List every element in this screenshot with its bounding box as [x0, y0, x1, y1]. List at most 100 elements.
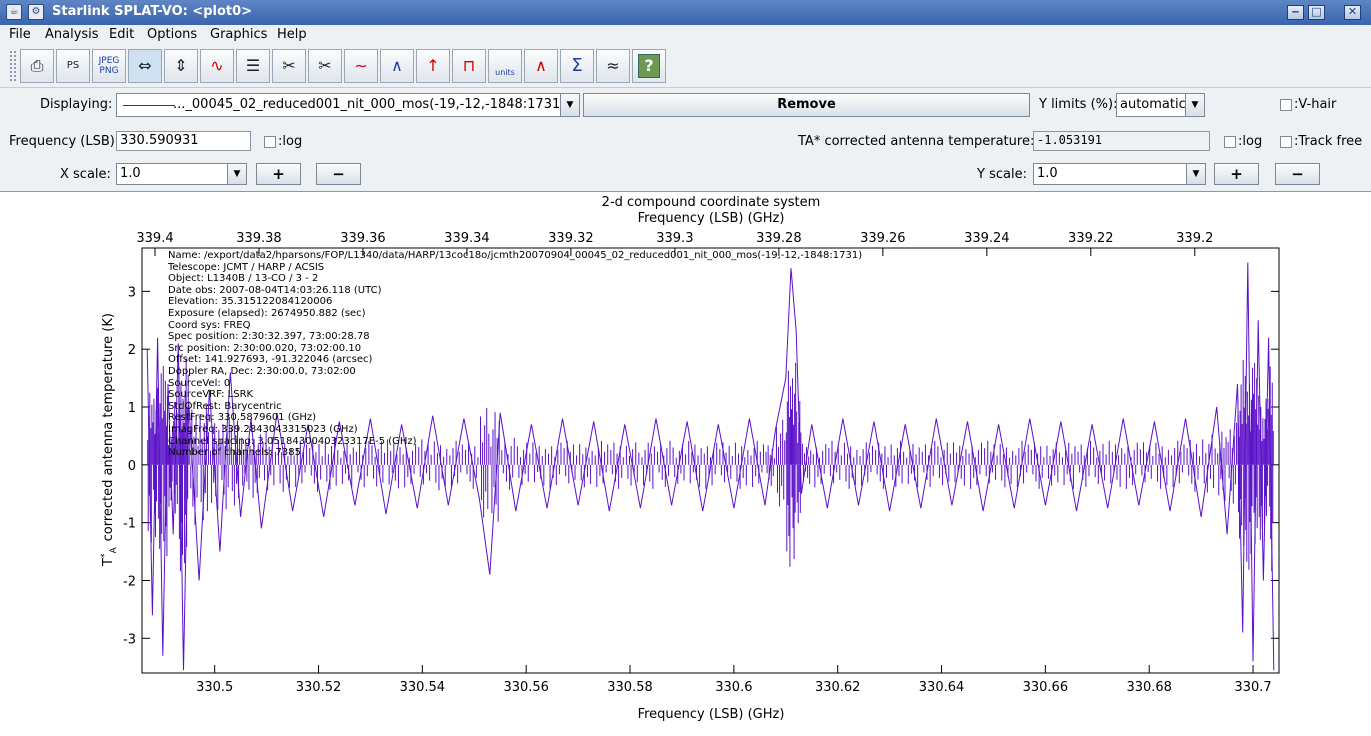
cut-regions-button[interactable]: ✂	[308, 49, 342, 83]
menu-bar: File Analysis Edit Options Graphics Help	[0, 25, 1371, 45]
window-menu-icon[interactable]: ⚙	[28, 4, 44, 20]
x-tick-label: 330.6	[715, 680, 752, 695]
print-icon: ⎙	[30, 56, 44, 75]
log-x-checkbox[interactable]	[264, 136, 276, 148]
controls-panel: Displaying: ..._00045_02_reduced001_nit_…	[0, 88, 1371, 192]
toolbar-grip[interactable]	[9, 50, 17, 82]
ylimits-label: Y limits (%):	[1039, 97, 1118, 112]
x-tick-label: 330.56	[503, 680, 549, 695]
ta-label: TA* corrected antenna temperature:	[798, 134, 1035, 149]
java-app-icon[interactable]: ☕	[6, 4, 22, 20]
series-color-swatch	[123, 105, 175, 106]
x-tick-label: 330.58	[607, 680, 653, 695]
filter-icon: ⊓	[462, 56, 476, 75]
ta-value-field[interactable]: -1.053191	[1033, 131, 1210, 151]
chevron-down-icon[interactable]: ▼	[227, 164, 246, 184]
spectrum-line	[146, 262, 1275, 671]
yscale-minus-button[interactable]: −	[1275, 163, 1320, 185]
units-icon: units	[495, 68, 515, 77]
yscale-label: Y scale:	[977, 167, 1027, 182]
jpeg-png-button[interactable]: JPEG PNG	[92, 49, 126, 83]
xscale-select[interactable]: 1.0 ▼	[116, 163, 247, 185]
sum-icon: Σ	[571, 55, 583, 76]
plot-panel[interactable]: 2-d compound coordinate system Frequency…	[0, 192, 1371, 736]
stack-button[interactable]: ∧	[524, 49, 558, 83]
y-axis-symbol-sub: A	[109, 547, 119, 554]
spectrum-list-button[interactable]: ☰	[236, 49, 270, 83]
menu-edit[interactable]: Edit	[109, 27, 135, 42]
view-spectrum-icon: ∿	[210, 56, 224, 75]
baseline-icon: ∼	[354, 56, 368, 75]
interpolate-button[interactable]: ∧	[380, 49, 414, 83]
close-button[interactable]: ✕	[1344, 5, 1361, 20]
x-tick-label: 330.62	[815, 680, 861, 695]
cut-regions-icon: ✂	[318, 56, 332, 75]
x-tick-label: 330.66	[1023, 680, 1069, 695]
maximize-button[interactable]: □	[1308, 5, 1325, 20]
y-tick-label: 3	[128, 285, 136, 300]
cut-icon: ✂	[282, 56, 296, 75]
view-spectrum-button[interactable]: ∿	[200, 49, 234, 83]
baseline-button[interactable]: ∼	[344, 49, 378, 83]
displaying-select[interactable]: ..._00045_02_reduced001_nit_000_mos(-19,…	[116, 93, 580, 117]
x-tick-label: 330.7	[1234, 680, 1271, 695]
menu-analysis[interactable]: Analysis	[45, 27, 99, 42]
line-fit-button[interactable]: ↑	[416, 49, 450, 83]
xscale-plus-button[interactable]: +	[256, 163, 301, 185]
chevron-down-icon[interactable]: ▼	[1186, 164, 1205, 184]
vhair-label: :V-hair	[1294, 97, 1337, 112]
menu-graphics[interactable]: Graphics	[210, 27, 268, 42]
fit-width-icon: ⇔	[138, 56, 152, 75]
menu-options[interactable]: Options	[147, 27, 198, 42]
xscale-value[interactable]: 1.0	[120, 166, 141, 181]
filter-button[interactable]: ⊓	[452, 49, 486, 83]
window-title: Starlink SPLAT-VO: <plot0>	[52, 4, 253, 19]
y-axis-symbol: T	[101, 558, 116, 567]
y-axis-label-group: T*Acorrected antenna temperature (K)	[100, 313, 119, 567]
sum-button[interactable]: Σ	[560, 49, 594, 83]
fit-height-icon: ⇕	[174, 56, 188, 75]
displaying-label: Displaying:	[40, 97, 113, 112]
remove-button[interactable]: Remove	[583, 93, 1030, 117]
chevron-down-icon[interactable]: ▼	[560, 94, 579, 116]
xscale-label: X scale:	[60, 167, 111, 182]
layers-icon: ≈	[606, 56, 620, 75]
vhair-checkbox[interactable]	[1280, 99, 1292, 111]
menu-help[interactable]: Help	[277, 27, 307, 42]
top-tick-label: 339.2	[1176, 231, 1213, 246]
yscale-select[interactable]: 1.0 ▼	[1033, 163, 1206, 185]
yscale-value[interactable]: 1.0	[1037, 166, 1058, 181]
top-tick-label: 339.36	[340, 231, 386, 246]
fit-width-button[interactable]: ⇔	[128, 49, 162, 83]
x-tick-label: 330.64	[919, 680, 965, 695]
log-y-checkbox[interactable]	[1224, 136, 1236, 148]
x-tick-label: 330.68	[1126, 680, 1172, 695]
frequency-field[interactable]: 330.590931	[116, 131, 251, 151]
fit-height-button[interactable]: ⇕	[164, 49, 198, 83]
minimize-button[interactable]: ‒	[1287, 5, 1304, 20]
x-tick-label: 330.52	[296, 680, 342, 695]
top-tick-label: 339.3	[656, 231, 693, 246]
plot-axes: 330.5 330.52 330.54 330.56 330.58 330.6 330.62…	[123, 231, 1280, 695]
toolbar: ⎙ PS JPEG PNG ⇔ ⇕ ∿ ☰ ✂ ✂ ∼ ∧ ↑ ⊓ units …	[0, 45, 1371, 88]
ylimits-select[interactable]: automatic ▼	[1116, 93, 1205, 117]
help-button[interactable]: ?	[632, 49, 666, 83]
print-button[interactable]: ⎙	[20, 49, 54, 83]
cut-button[interactable]: ✂	[272, 49, 306, 83]
spectrum-plot[interactable]: 2-d compound coordinate system Frequency…	[0, 192, 1371, 736]
menu-file[interactable]: File	[9, 27, 31, 42]
track-free-label: :Track free	[1294, 134, 1363, 149]
yscale-plus-button[interactable]: +	[1214, 163, 1259, 185]
x-tick-label: 330.54	[400, 680, 446, 695]
y-axis-label: T*Acorrected antenna temperature (K)	[100, 313, 119, 567]
spectrum-list-icon: ☰	[245, 56, 261, 75]
units-button[interactable]: units	[488, 49, 522, 83]
help-icon: ?	[638, 54, 660, 78]
track-free-checkbox[interactable]	[1280, 136, 1292, 148]
chevron-down-icon[interactable]: ▼	[1185, 94, 1204, 116]
print-postscript-button[interactable]: PS	[56, 49, 90, 83]
xscale-minus-button[interactable]: −	[316, 163, 361, 185]
top-tick-label: 339.26	[860, 231, 906, 246]
y-tick-label: -1	[123, 517, 136, 532]
layers-button[interactable]: ≈	[596, 49, 630, 83]
